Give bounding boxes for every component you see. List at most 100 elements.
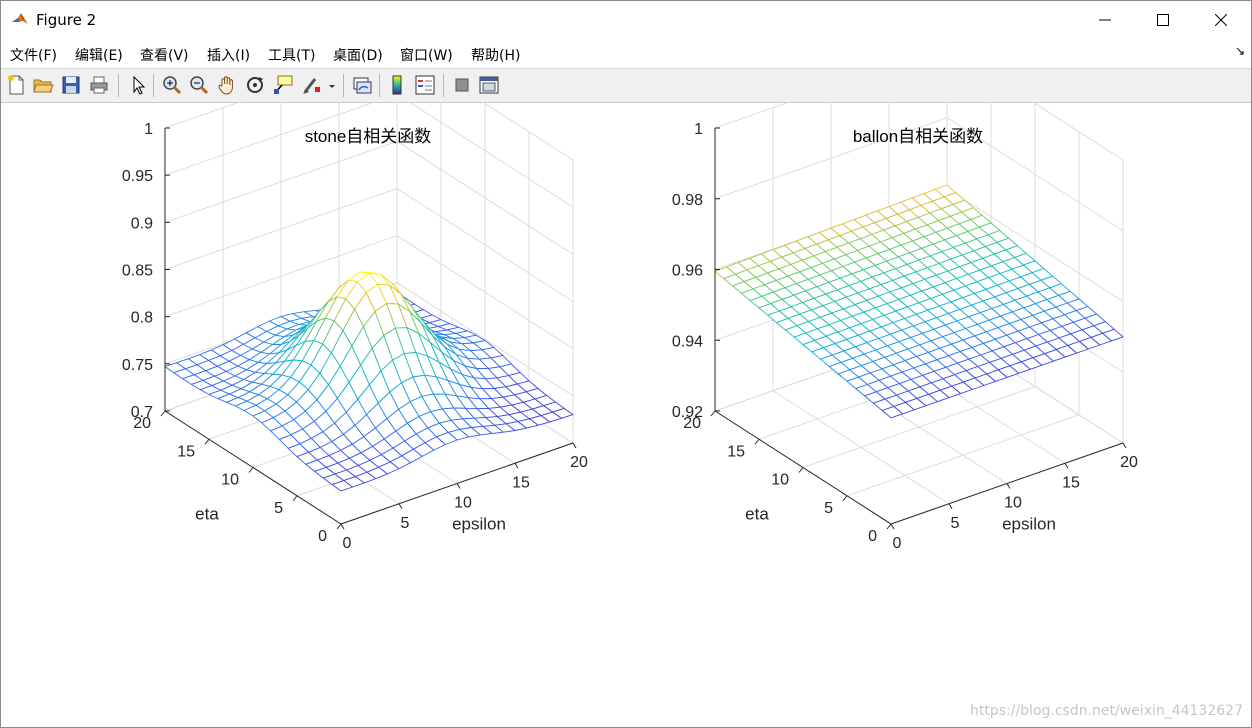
zoom-out-icon[interactable] — [188, 74, 210, 96]
dock-arrow-icon[interactable]: ↘ — [1235, 44, 1246, 58]
toolbar-separator — [118, 74, 119, 97]
menu-tools[interactable]: 工具(T) — [268, 48, 316, 64]
x-tick-label: 5 — [401, 515, 410, 532]
figure-toolbar — [1, 68, 1251, 103]
x-tick-label: 0 — [893, 535, 902, 552]
close-button[interactable] — [1192, 1, 1250, 39]
x-tick-label: 10 — [1004, 495, 1022, 512]
grid-line — [714, 117, 948, 200]
x-tick-label: 15 — [512, 474, 530, 491]
grid-line — [164, 102, 241, 129]
z-tick-label: 0.8 — [131, 310, 153, 327]
surface-mesh — [714, 184, 1124, 419]
grid-line — [396, 235, 574, 350]
y-tick-label: 5 — [824, 500, 833, 517]
minimize-button[interactable] — [1076, 1, 1134, 39]
x-tick — [456, 483, 461, 489]
menu-bar: 文件(F) 编辑(E) 查看(V) 插入(I) 工具(T) 桌面(D) 窗口(W… — [1, 41, 1251, 67]
save-icon[interactable] — [60, 74, 82, 96]
y-axis-label: eta — [195, 505, 219, 524]
chart-title: stone自相关函数 — [305, 127, 432, 146]
pan-hand-icon[interactable] — [216, 74, 238, 96]
x-tick — [1122, 442, 1127, 449]
x-tick — [514, 462, 519, 469]
menu-view[interactable]: 查看(V) — [140, 48, 189, 64]
x-axis-label: epsilon — [1002, 515, 1056, 534]
y-tick — [710, 410, 716, 417]
y-tick-label: 10 — [221, 472, 239, 489]
data-cursor-icon[interactable] — [272, 74, 294, 96]
surface-mesh — [164, 271, 574, 492]
print-icon[interactable] — [88, 74, 110, 96]
chart-title: ballon自相关函数 — [853, 127, 983, 146]
z-tick-label: 1 — [694, 121, 703, 138]
axes-stone[interactable]: 0.70.750.80.850.90.9510510152005101520ep… — [122, 102, 588, 552]
z-tick-label: 0.9 — [131, 215, 153, 232]
menu-insert[interactable]: 插入(I) — [207, 48, 251, 64]
maximize-icon — [1157, 14, 1169, 26]
grid-line — [396, 140, 574, 255]
minimize-icon — [1099, 19, 1111, 21]
x-tick — [398, 503, 403, 510]
close-icon — [1215, 14, 1227, 26]
y-tick-label: 20 — [683, 415, 701, 432]
rotate-3d-icon[interactable] — [244, 74, 266, 96]
toolbar-separator — [343, 74, 344, 97]
open-file-icon[interactable] — [32, 74, 54, 96]
link-plot-icon[interactable] — [351, 74, 373, 96]
x-tick-label: 10 — [454, 495, 472, 512]
figure-canvas: 0.70.750.80.850.90.9510510152005101520ep… — [122, 102, 1138, 552]
z-tick-label: 0.75 — [122, 357, 153, 374]
window-title: Figure 2 — [36, 11, 97, 29]
maximize-button[interactable] — [1134, 1, 1192, 39]
grid-line — [802, 386, 1036, 468]
brush-dropdown-icon[interactable] — [326, 74, 338, 96]
show-plot-tools-icon[interactable] — [478, 74, 500, 96]
hide-plot-tools-icon[interactable] — [451, 74, 473, 96]
menu-edit[interactable]: 编辑(E) — [75, 48, 123, 64]
z-tick-label: 0.96 — [672, 263, 703, 280]
grid-line — [164, 188, 398, 270]
toolbar-separator — [153, 74, 154, 97]
z-tick-label: 0.7 — [131, 404, 153, 421]
y-tick — [886, 523, 892, 530]
y-tick — [336, 523, 342, 530]
menu-file[interactable]: 文件(F) — [10, 48, 57, 64]
y-tick — [160, 410, 166, 417]
y-tick-label: 0 — [868, 528, 877, 545]
y-tick-label: 20 — [133, 415, 151, 432]
grid-line — [946, 117, 1124, 232]
menu-desktop[interactable]: 桌面(D) — [333, 48, 383, 64]
toolbar-separator — [443, 74, 444, 97]
surface-cell — [331, 480, 354, 492]
axes-ballon[interactable]: 0.920.940.960.9810510152005101520epsilon… — [672, 102, 1138, 552]
y-tick — [842, 495, 848, 502]
y-tick — [798, 467, 804, 473]
title-bar: Figure 2 — [1, 1, 1251, 39]
x-tick-label: 5 — [951, 515, 960, 532]
brush-icon[interactable] — [300, 74, 322, 96]
x-axis-label: epsilon — [452, 515, 506, 534]
y-tick — [754, 438, 760, 445]
zoom-in-icon[interactable] — [161, 74, 183, 96]
x-tick — [1064, 462, 1069, 469]
edit-plot-arrow-icon[interactable] — [127, 74, 149, 96]
grid-line — [714, 102, 791, 129]
insert-legend-icon[interactable] — [414, 74, 436, 96]
watermark-text: https://blog.csdn.net/weixin_44132627 — [969, 703, 1243, 719]
grid-line — [164, 140, 398, 223]
menu-help[interactable]: 帮助(H) — [471, 48, 521, 64]
new-figure-icon[interactable] — [5, 74, 27, 96]
x-tick-label: 15 — [1062, 474, 1080, 491]
x-tick — [948, 503, 953, 510]
grid-line — [396, 188, 574, 302]
insert-colorbar-icon[interactable] — [386, 74, 408, 96]
x-tick-label: 0 — [343, 535, 352, 552]
menu-window[interactable]: 窗口(W) — [400, 48, 453, 64]
z-tick-label: 0.94 — [672, 333, 703, 350]
grid-line — [164, 235, 398, 318]
matlab-logo-icon — [11, 10, 29, 28]
x-tick — [890, 523, 895, 530]
grid-line — [846, 414, 1080, 497]
y-tick-label: 15 — [727, 443, 745, 460]
